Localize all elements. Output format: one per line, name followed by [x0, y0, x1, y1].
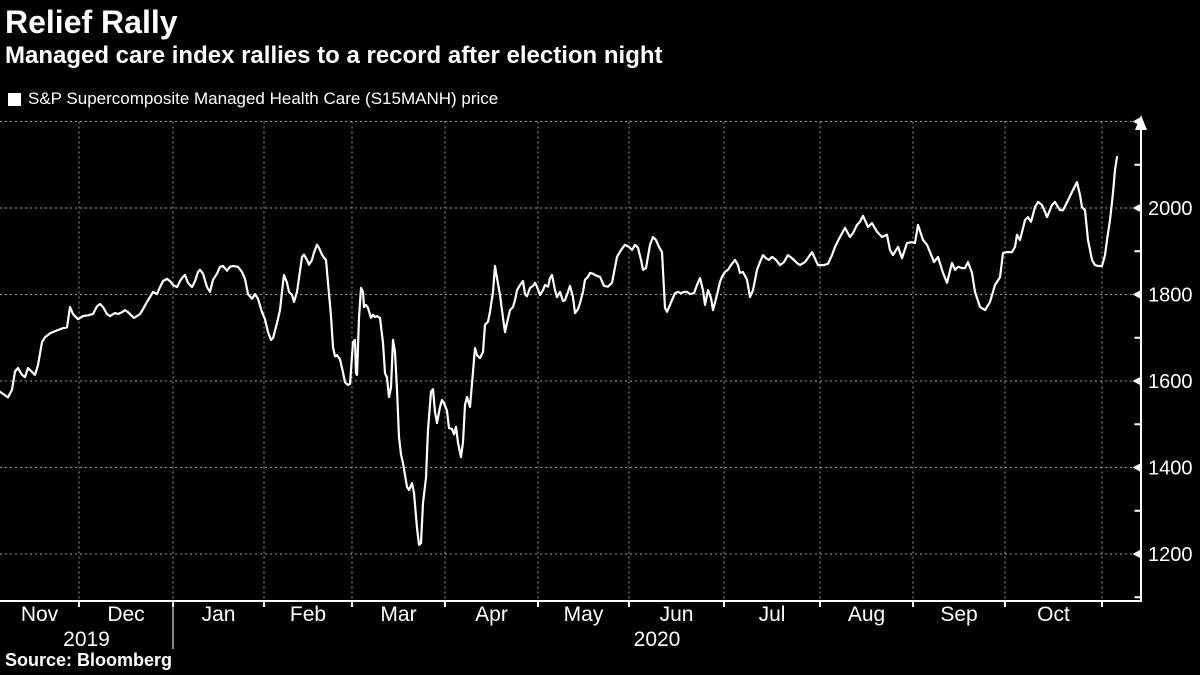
y-major-tick-arrow-icon [1132, 203, 1141, 213]
y-major-tick-arrow-icon [1132, 117, 1141, 126]
x-tick-label-jun: Jun [660, 603, 694, 626]
y-major-tick-arrow-icon [1132, 290, 1141, 299]
y-tick-label: 1400 [1148, 458, 1193, 480]
legend-square-icon [8, 92, 21, 106]
legend: S&P Supercomposite Managed Health Care (… [8, 89, 498, 109]
chart-subtitle: Managed care index rallies to a record a… [5, 42, 663, 69]
x-tick-label-oct: Oct [1037, 603, 1070, 626]
x-tick-label-sep: Sep [940, 603, 977, 626]
page-title: Relief Rally [5, 4, 178, 40]
y-major-tick-arrow-icon [1132, 549, 1141, 559]
y-major-tick-arrow-icon [1132, 376, 1141, 386]
x-tick-label-aug: Aug [848, 603, 885, 626]
y-major-tick-arrow-icon [1132, 463, 1141, 472]
source-attribution: Source: Bloomberg [5, 650, 173, 670]
x-tick-label-jan: Jan [202, 603, 236, 626]
x-tick-label-jul: Jul [759, 603, 786, 626]
year-label-2019: 2019 [63, 628, 110, 651]
legend-label: S&P Supercomposite Managed Health Care (… [28, 89, 499, 108]
y-tick-label: 1600 [1148, 371, 1193, 393]
price-line-series [0, 155, 1119, 547]
x-tick-label-feb: Feb [290, 603, 326, 626]
x-tick-label-dec: Dec [107, 603, 144, 626]
y-tick-label: 1800 [1148, 285, 1193, 307]
x-tick-label-nov: Nov [21, 603, 59, 626]
y-tick-label: 1200 [1148, 544, 1193, 566]
x-tick-label-mar: Mar [380, 603, 416, 626]
year-label-2020: 2020 [634, 628, 681, 651]
x-tick-label-apr: Apr [475, 603, 508, 626]
x-tick-label-may: May [564, 603, 604, 626]
y-tick-label: 2000 [1148, 198, 1193, 220]
